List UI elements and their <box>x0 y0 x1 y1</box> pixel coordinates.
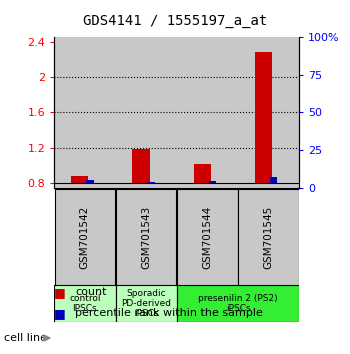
Text: percentile rank within the sample: percentile rank within the sample <box>75 308 263 318</box>
Bar <box>148 182 155 183</box>
Bar <box>177 37 238 188</box>
Bar <box>86 180 94 183</box>
Text: GSM701544: GSM701544 <box>202 206 212 269</box>
Bar <box>71 176 88 183</box>
Text: ■: ■ <box>54 286 66 298</box>
Bar <box>55 189 115 285</box>
Text: ■: ■ <box>54 307 66 320</box>
Bar <box>255 52 272 183</box>
Text: GSM701543: GSM701543 <box>141 206 151 269</box>
Bar <box>116 189 176 285</box>
Text: control
IPSCs: control IPSCs <box>69 294 101 313</box>
Text: presenilin 2 (PS2)
iPSCs: presenilin 2 (PS2) iPSCs <box>198 294 278 313</box>
Bar <box>116 37 177 188</box>
Bar <box>54 37 116 188</box>
Bar <box>177 189 238 285</box>
Text: Sporadic
PD-derived
iPSCs: Sporadic PD-derived iPSCs <box>121 289 171 319</box>
Bar <box>238 37 299 188</box>
Text: cell line: cell line <box>4 333 47 343</box>
Bar <box>194 164 211 183</box>
Text: GSM701545: GSM701545 <box>264 206 274 269</box>
Bar <box>209 181 216 183</box>
Text: GSM701542: GSM701542 <box>80 206 90 269</box>
Bar <box>132 149 149 183</box>
Bar <box>54 285 116 322</box>
Bar <box>238 189 299 285</box>
Bar <box>116 285 177 322</box>
Text: count: count <box>75 287 107 297</box>
Bar <box>270 177 278 183</box>
Text: GDS4141 / 1555197_a_at: GDS4141 / 1555197_a_at <box>83 14 267 28</box>
Bar <box>177 285 299 322</box>
